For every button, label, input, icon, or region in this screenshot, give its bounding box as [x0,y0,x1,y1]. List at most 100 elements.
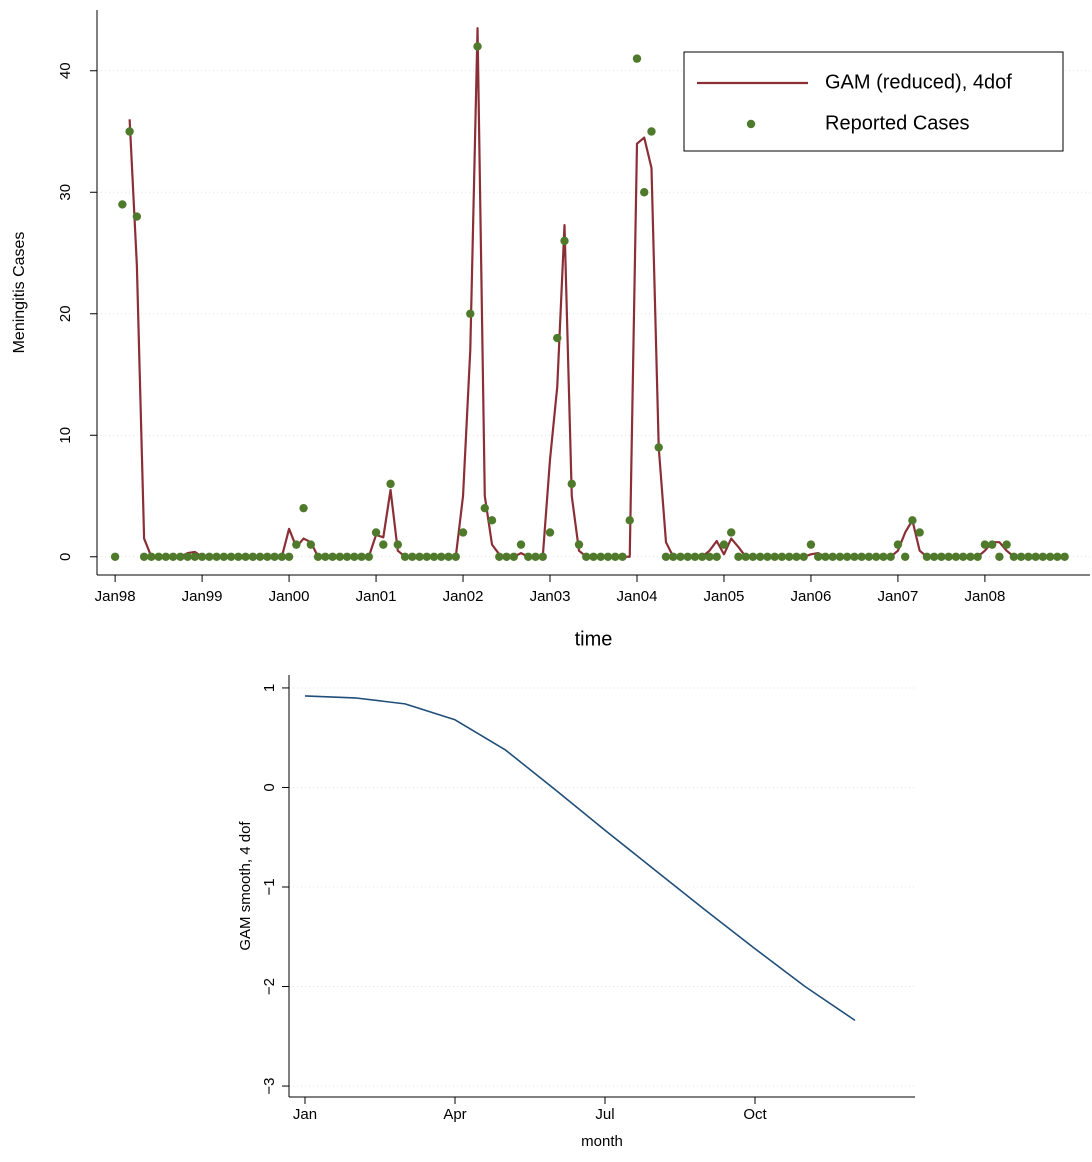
data-point [335,552,345,561]
data-point [900,552,910,561]
data-point [125,127,134,136]
data-point [487,516,497,525]
x-axis-label: time [575,628,613,650]
data-point [495,552,504,561]
data-point [661,552,671,561]
x-tick-label: Jan99 [182,588,223,605]
x-tick-label: Jul [595,1106,614,1123]
data-point [727,528,736,537]
data-point [516,540,526,549]
data-point [277,552,287,561]
series-line [304,695,856,1022]
data-point [1045,552,1055,561]
data-point [908,516,917,525]
data-point [1016,552,1026,561]
data-point [690,552,700,561]
data-point [531,552,540,561]
data-point [147,552,156,561]
y-tick-label: −3 [261,1077,278,1094]
data-point [306,540,316,549]
y-tick-label: −1 [261,878,278,895]
data-point [806,540,816,549]
data-point [226,552,236,561]
data-point [553,333,562,343]
data-point [408,552,417,561]
data-point [480,503,489,513]
data-point [574,540,584,549]
data-point [234,552,243,561]
data-point [1060,552,1069,561]
x-tick-label: Jan00 [269,588,310,605]
data-point [444,552,453,561]
data-point [458,528,468,537]
data-point [379,540,388,549]
data-point [850,552,859,561]
data-point [393,540,402,549]
data-point [777,552,787,561]
data-point [944,552,953,561]
data-point [857,552,866,561]
data-point [770,552,779,561]
data-point [705,552,714,561]
data-point [364,552,374,561]
data-point [284,552,294,561]
data-point [263,552,272,561]
data-point [567,479,576,489]
data-point [632,54,642,63]
data-point [299,503,308,513]
data-point [835,552,845,561]
data-point [197,552,207,561]
x-tick-label: Jan06 [791,588,832,605]
y-tick-label: 20 [57,305,74,322]
data-point [813,552,823,561]
data-point [176,552,185,561]
data-point [545,528,555,537]
x-tick-label: Jan [293,1106,317,1123]
data-point [922,552,932,561]
data-point [509,552,518,561]
data-point [560,236,569,246]
x-tick-label: Jan08 [964,588,1005,605]
data-point [400,552,410,561]
data-point [139,552,149,561]
x-tick-label: Jan98 [95,588,136,605]
x-tick-label: Jan03 [530,588,571,605]
data-point [270,552,279,561]
y-tick-label: 10 [57,427,74,444]
y-tick-label: −2 [261,978,278,995]
data-point [893,540,903,549]
data-point [734,552,743,561]
data-point [973,552,982,561]
data-point [799,552,808,561]
data-point [342,552,352,561]
data-point [864,552,874,561]
data-point [538,552,547,561]
data-point [473,42,482,51]
data-point [1009,552,1019,561]
data-point [756,552,765,561]
data-point [618,552,627,561]
y-tick-label: 0 [261,783,278,791]
data-point [168,552,178,561]
data-point [748,552,758,561]
data-point [741,552,750,561]
y-axis-label: Meningitis Cases [11,232,28,354]
data-point [951,552,961,561]
data-point [937,552,946,561]
data-point [183,552,192,561]
data-point [313,552,323,561]
data-point [241,552,250,561]
data-point [415,552,424,561]
data-point [915,528,924,537]
data-point [1024,552,1033,561]
x-tick-label: Jan05 [704,588,745,605]
data-point [669,552,678,561]
data-point [219,552,229,561]
data-point [132,212,142,221]
data-point [654,443,663,452]
data-point [712,552,721,561]
x-tick-label: Jan04 [617,588,658,605]
data-point [966,552,975,561]
data-point [161,552,171,561]
